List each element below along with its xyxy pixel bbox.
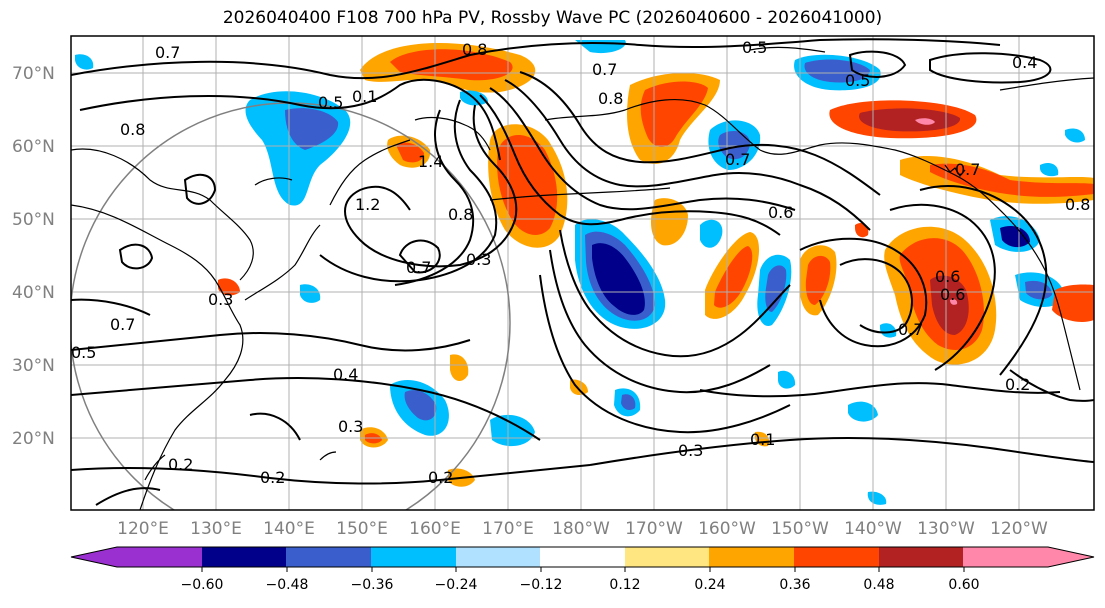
colorbar-segment: [794, 547, 880, 567]
lon-label: 120°E: [117, 519, 169, 539]
contour-label: 0.5: [71, 343, 96, 362]
contour-label: 0.8: [1065, 195, 1090, 214]
contour-label: 0.7: [155, 43, 180, 62]
colorbar-segment: [286, 547, 372, 567]
contour-label: 0.4: [333, 365, 358, 384]
contour-label: 1.2: [355, 195, 380, 214]
lon-label: 160°W: [698, 519, 756, 539]
contour-label: 0.8: [448, 205, 473, 224]
contour-label: 0.3: [338, 417, 363, 436]
lat-label: 50°N: [12, 210, 55, 230]
contour-labels: 0.7 0.8 0.5 0.7 0.8 0.5 0.4 0.8 0.5 0.1 …: [71, 38, 1090, 487]
contour-label: 0.3: [208, 290, 233, 309]
colorbar-segment: [540, 547, 626, 567]
contour-label: 0.5: [845, 71, 870, 90]
colorbar-segment: [709, 547, 795, 567]
contour-label: 0.8: [462, 40, 487, 59]
pv-anomaly-shading: [75, 40, 1094, 505]
contour-label: 0.1: [750, 430, 775, 449]
map-frame: [70, 35, 1095, 511]
contour-label: 0.6: [935, 267, 960, 286]
lon-label: 160°E: [409, 519, 461, 539]
colorbar-tick-label: 0.60: [948, 577, 979, 593]
lon-label: 170°W: [625, 519, 683, 539]
latitude-labels: 70°N 60°N 50°N 40°N 30°N 20°N: [12, 64, 55, 449]
contour-label: 0.5: [318, 93, 343, 112]
colorbar-segment: [963, 547, 1049, 567]
colorbar-segment: [117, 547, 203, 567]
contour-label: 0.2: [1005, 375, 1030, 394]
lat-label: 70°N: [12, 64, 55, 84]
lat-label: 40°N: [12, 283, 55, 303]
longitude-labels: 120°E 130°E 140°E 150°E 160°E 170°E 180°…: [117, 519, 1048, 539]
colorbar-extend-low: [71, 547, 117, 567]
contour-label: 0.6: [940, 285, 965, 304]
colorbar-extend-high: [1048, 547, 1094, 567]
contour-label: 0.8: [598, 89, 623, 108]
colorbar-segment: [371, 547, 457, 567]
lat-label: 60°N: [12, 137, 55, 157]
lon-label: 180°W: [552, 519, 610, 539]
colorbar-tick-label: 0.12: [609, 577, 640, 593]
colorbar: −0.60 −0.48 −0.36 −0.24 −0.12 0.12 0.24 …: [70, 546, 1095, 593]
contour-label: 0.3: [678, 441, 703, 460]
coastlines: [71, 46, 1094, 510]
colorbar-tick-label: −0.24: [435, 577, 478, 593]
contour-label: 0.4: [1012, 53, 1037, 72]
contour-label: 0.7: [898, 320, 923, 339]
lon-label: 170°E: [482, 519, 534, 539]
contour-label: 0.7: [406, 258, 431, 277]
colorbar-tick-label: −0.60: [181, 577, 224, 593]
gridlines: [71, 36, 1094, 510]
contour-label: 1.4: [418, 152, 443, 171]
contour-label: 0.2: [428, 468, 453, 487]
colorbar-tick-label: −0.48: [266, 577, 309, 593]
colorbar-tick-label: −0.12: [520, 577, 563, 593]
lon-label: 130°W: [917, 519, 975, 539]
lon-label: 120°W: [990, 519, 1048, 539]
figure-title: 2026040400 F108 700 hPa PV, Rossby Wave …: [222, 8, 883, 28]
lat-label: 30°N: [12, 356, 55, 376]
colorbar-segment: [202, 547, 287, 567]
map-panel: 0.7 0.8 0.5 0.7 0.8 0.5 0.4 0.8 0.5 0.1 …: [70, 35, 1095, 511]
contour-label: 0.7: [725, 150, 750, 169]
lon-label: 150°W: [771, 519, 829, 539]
colorbar-tick-label: 0.36: [779, 577, 810, 593]
colorbar-tick-label: 0.48: [863, 577, 894, 593]
contour-label: 0.7: [592, 60, 617, 79]
contour-label: 0.7: [955, 160, 980, 179]
pv-contours: [71, 38, 1094, 506]
colorbar-segment: [625, 547, 710, 567]
colorbar-tick-label: 0.24: [694, 577, 725, 593]
colorbar-segment: [879, 547, 964, 567]
contour-label: 0.2: [260, 468, 285, 487]
contour-label: 0.2: [168, 455, 193, 474]
lat-label: 20°N: [12, 429, 55, 449]
contour-label: 0.8: [120, 120, 145, 139]
contour-label: 0.5: [742, 38, 767, 57]
contour-label: 0.7: [110, 315, 135, 334]
contour-label: 0.1: [352, 87, 377, 106]
contour-label: 0.6: [768, 203, 793, 222]
lon-label: 130°E: [190, 519, 242, 539]
colorbar-segment: [456, 547, 541, 567]
contour-label: 0.3: [466, 250, 491, 269]
colorbar-tick-label: −0.36: [351, 577, 394, 593]
lon-label: 140°E: [263, 519, 315, 539]
lon-label: 150°E: [336, 519, 388, 539]
lon-label: 140°W: [844, 519, 902, 539]
